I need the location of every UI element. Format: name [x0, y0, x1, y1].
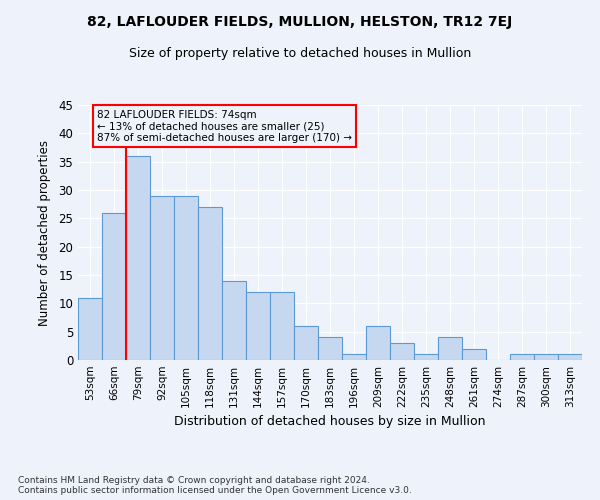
Text: Size of property relative to detached houses in Mullion: Size of property relative to detached ho…	[129, 48, 471, 60]
Bar	[366, 326, 390, 360]
Y-axis label: Number of detached properties: Number of detached properties	[38, 140, 52, 326]
Bar	[150, 196, 174, 360]
Text: 82 LAFLOUDER FIELDS: 74sqm
← 13% of detached houses are smaller (25)
87% of semi: 82 LAFLOUDER FIELDS: 74sqm ← 13% of deta…	[97, 110, 352, 142]
Bar	[246, 292, 270, 360]
Text: Contains HM Land Registry data © Crown copyright and database right 2024.
Contai: Contains HM Land Registry data © Crown c…	[18, 476, 412, 495]
Bar	[510, 354, 534, 360]
X-axis label: Distribution of detached houses by size in Mullion: Distribution of detached houses by size …	[174, 416, 486, 428]
Bar	[126, 156, 150, 360]
Bar	[222, 280, 246, 360]
Bar	[198, 207, 222, 360]
Bar	[294, 326, 318, 360]
Bar	[318, 338, 342, 360]
Bar	[102, 212, 126, 360]
Bar	[438, 338, 462, 360]
Bar	[414, 354, 438, 360]
Bar	[270, 292, 294, 360]
Bar	[174, 196, 198, 360]
Bar	[534, 354, 558, 360]
Bar	[342, 354, 366, 360]
Bar	[390, 343, 414, 360]
Bar	[462, 348, 486, 360]
Text: 82, LAFLOUDER FIELDS, MULLION, HELSTON, TR12 7EJ: 82, LAFLOUDER FIELDS, MULLION, HELSTON, …	[88, 15, 512, 29]
Bar	[558, 354, 582, 360]
Bar	[78, 298, 102, 360]
